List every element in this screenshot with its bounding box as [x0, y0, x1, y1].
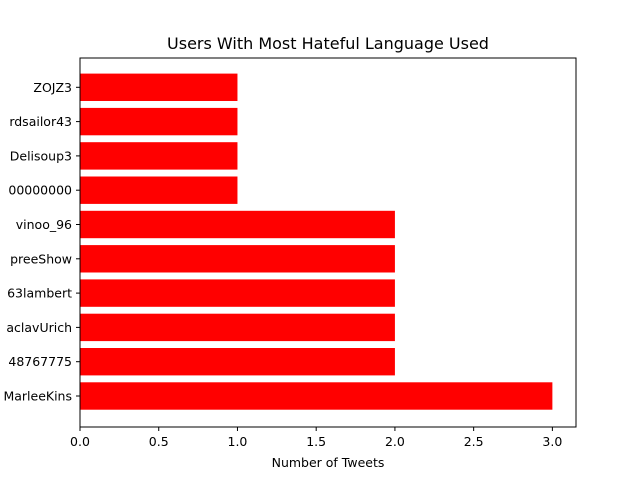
y-tick-label: preeShow	[10, 251, 72, 266]
plot-frame	[79, 57, 577, 428]
x-tick-label: 1.5	[306, 434, 326, 449]
x-axis-label: Number of Tweets	[272, 455, 385, 470]
y-tick-label: 00000000	[8, 183, 72, 198]
bar-8	[80, 107, 238, 136]
y-tick-label: rdsailor43	[9, 114, 72, 129]
bar-2	[80, 313, 395, 342]
x-axis-ticks: 0.0 0.5 1.0 1.5 2.0 2.5 3.0	[70, 427, 562, 449]
y-tick-label: ZOJZ3	[33, 80, 72, 95]
bar-0	[80, 382, 553, 410]
y-tick-label: Delisoup3	[10, 148, 72, 163]
bar-3	[80, 279, 395, 307]
x-tick-label: 0.0	[70, 434, 90, 449]
x-tick-label: 2.0	[385, 434, 405, 449]
bar-1	[80, 348, 395, 376]
bar-6	[80, 176, 238, 204]
bar-7	[80, 142, 238, 170]
chart-title: Users With Most Hateful Language Used	[167, 34, 489, 53]
bars-layer	[80, 73, 553, 410]
y-axis-ticks: MarleeKins 48767775 aclavUrich 63lambert pre…	[3, 80, 80, 404]
x-tick-label: 0.5	[149, 434, 169, 449]
bar-9	[80, 73, 238, 101]
y-tick-label: vinoo_96	[16, 217, 72, 232]
y-tick-label: 63lambert	[7, 286, 72, 301]
y-tick-label: MarleeKins	[3, 389, 72, 404]
bar-4	[80, 245, 395, 273]
y-tick-label: aclavUrich	[6, 320, 72, 335]
bar-5	[80, 210, 395, 239]
x-tick-label: 2.5	[464, 434, 484, 449]
y-tick-label: 48767775	[8, 354, 72, 369]
x-tick-label: 1.0	[228, 434, 248, 449]
x-tick-label: 3.0	[542, 434, 562, 449]
